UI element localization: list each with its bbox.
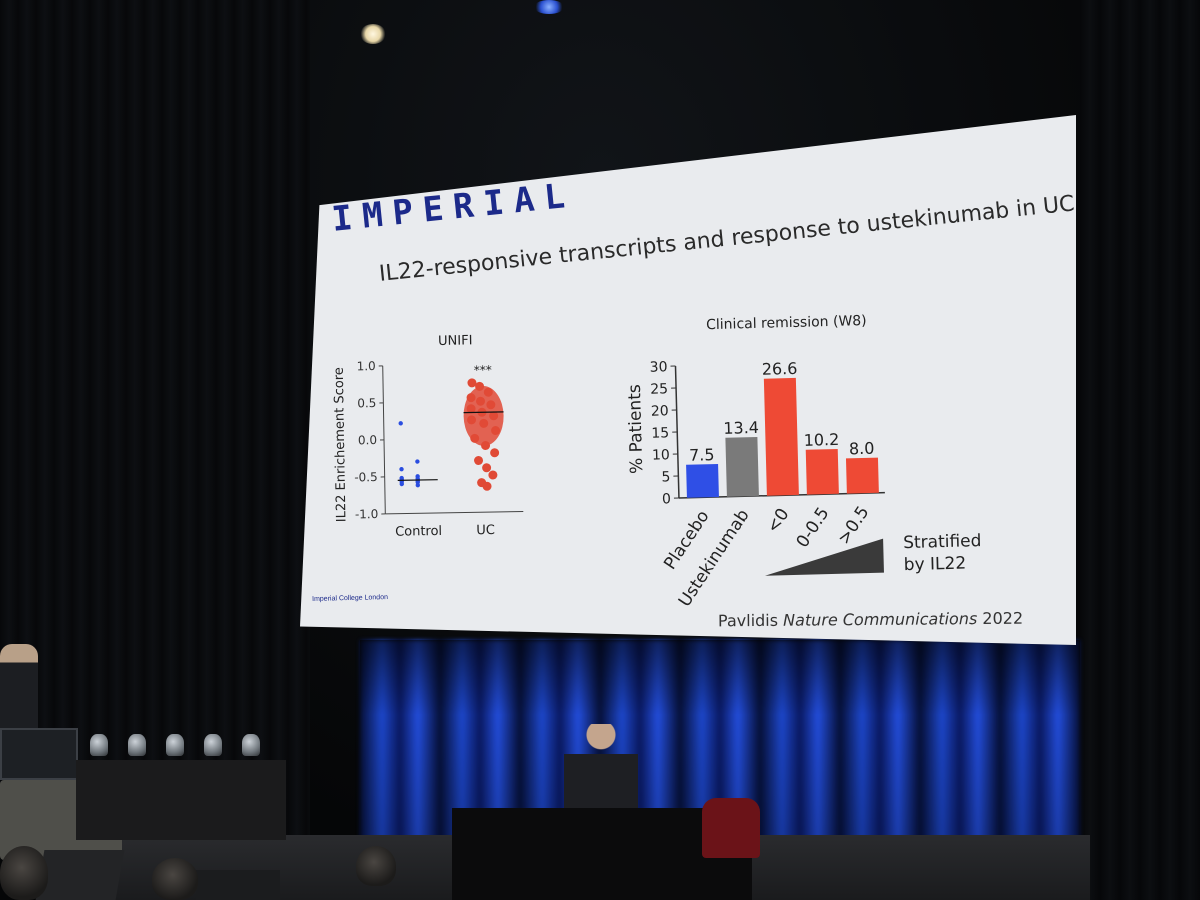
stage-monitor-speaker	[196, 870, 280, 900]
y-tick-label: 5	[661, 469, 670, 485]
chart-title: Clinical remission (W8)	[706, 313, 867, 333]
y-tick-label: -1.0	[355, 507, 379, 521]
bar-value-label: 13.4	[723, 418, 759, 438]
bar-value-label: 7.5	[689, 445, 715, 465]
scatter-svg: UNIFI IL22 Enrichement Score 1.0 0.5 0.0 -0…	[332, 333, 524, 540]
stage-monitor-speaker	[35, 850, 125, 900]
x-tick-label: Control	[395, 524, 442, 540]
microphone-head	[356, 846, 396, 886]
y-tick-label: 10	[652, 447, 670, 463]
x-tick-label: 0-0.5	[793, 504, 834, 552]
award-trophy	[128, 734, 146, 756]
lectern-monitor	[0, 728, 78, 780]
bar-value-label: 8.0	[849, 439, 875, 459]
significance-label: ***	[474, 363, 492, 377]
data-point	[398, 421, 403, 426]
data-point	[467, 378, 477, 388]
data-point	[490, 448, 500, 458]
scatter-axes: 1.0 0.5 0.0 -0.5 -1.0 Control UC	[354, 359, 524, 540]
citation-journal: Nature Communications	[783, 609, 978, 630]
bar-value-label: 26.6	[762, 359, 798, 379]
stratification-wedge	[765, 538, 884, 576]
data-point	[415, 482, 421, 488]
x-tick-label: >0.5	[834, 503, 873, 548]
seated-panelist	[564, 724, 638, 814]
y-tick-label: 20	[651, 403, 669, 419]
data-point	[482, 463, 492, 473]
stratified-label-line1: Stratified	[903, 531, 982, 553]
stratified-label-line2: by IL22	[904, 554, 967, 576]
data-point	[482, 481, 492, 491]
chart-title: UNIFI	[438, 333, 473, 349]
right-curtain	[1080, 0, 1200, 900]
y-tick-label: 0.5	[357, 396, 376, 410]
y-tick-label: 25	[650, 381, 668, 397]
empty-red-chair	[702, 798, 760, 858]
citation: Pavlidis Nature Communications 2022	[718, 609, 1023, 631]
stage-spotlight	[360, 24, 386, 44]
audience-head	[0, 846, 48, 900]
award-table	[76, 760, 286, 840]
y-tick-label: 0	[662, 491, 671, 507]
bar	[686, 463, 719, 498]
y-axis-line	[382, 365, 386, 514]
left-curtain	[0, 0, 310, 840]
audience-head	[152, 858, 198, 900]
presenter	[0, 644, 38, 728]
data-point	[399, 481, 404, 487]
y-tick-label: 15	[651, 425, 669, 441]
data-point	[399, 466, 404, 472]
award-trophy	[242, 734, 260, 756]
bar	[845, 457, 879, 494]
x-axis-line	[385, 510, 524, 515]
data-point	[488, 470, 498, 480]
projection-screen	[300, 115, 1076, 645]
award-trophy	[90, 734, 108, 756]
citation-author: Pavlidis	[717, 610, 779, 631]
scatter-marks: ***	[397, 363, 504, 491]
bar	[763, 377, 799, 496]
y-tick-label: 0.0	[358, 433, 377, 447]
bar-svg: Clinical remission (W8) % Patients 0 5 10 1…	[625, 313, 982, 611]
y-tick-label: -0.5	[354, 470, 378, 484]
bar-marks: 7.5 13.4 26.6 10.2 8.0	[686, 359, 879, 498]
uc-point-cluster	[463, 385, 504, 446]
y-axis-label: % Patients	[625, 384, 647, 474]
remission-bar-chart: Clinical remission (W8) % Patients 0 5 10 1…	[600, 300, 1008, 611]
median-line	[463, 411, 504, 414]
bar	[805, 448, 839, 495]
citation-year: 2022	[982, 608, 1024, 629]
award-trophy	[204, 734, 222, 756]
median-line	[397, 479, 438, 481]
bar	[725, 436, 759, 497]
y-tick-label: 30	[649, 359, 667, 375]
data-point	[474, 455, 484, 465]
y-axis-label: IL22 Enrichement Score	[332, 367, 350, 522]
x-tick-label: UC	[476, 523, 495, 538]
award-trophy	[166, 734, 184, 756]
y-tick-label: 1.0	[357, 359, 376, 373]
unifi-scatter-chart: UNIFI IL22 Enrichement Score 1.0 0.5 0.0 -0…	[320, 321, 544, 555]
bar-value-label: 10.2	[803, 430, 839, 450]
x-tick-label: <0	[763, 505, 794, 537]
blue-stage-light	[534, 0, 564, 14]
data-point	[415, 459, 420, 464]
